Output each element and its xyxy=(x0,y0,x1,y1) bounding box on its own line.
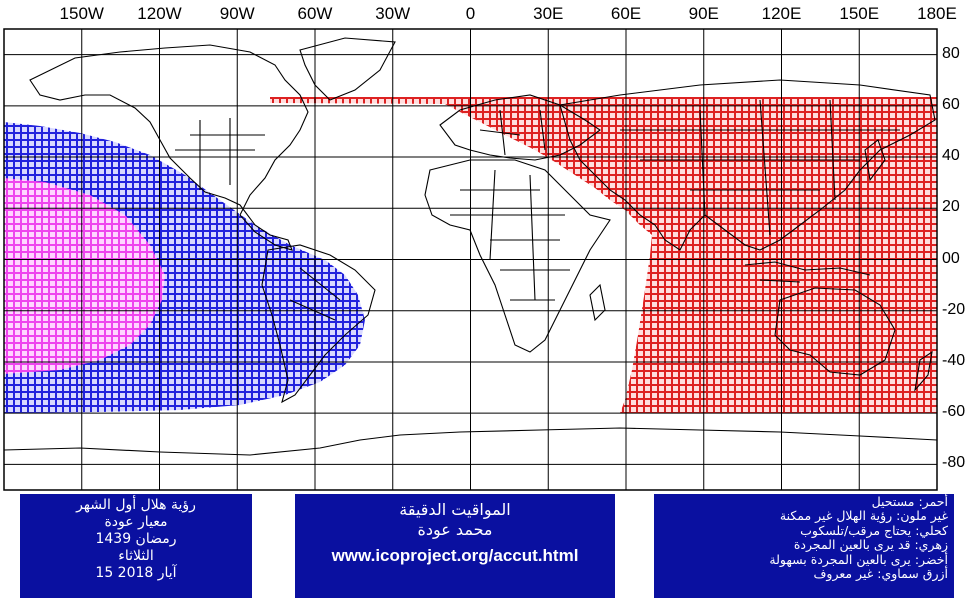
zone-red-impossible xyxy=(270,97,937,413)
latitude-label: -60 xyxy=(942,403,966,421)
info-box-title: رؤية هلال أول الشهر معيار عودة رمضان 143… xyxy=(20,494,252,598)
latitude-label: -20 xyxy=(942,300,966,318)
latitude-label: -40 xyxy=(942,351,966,369)
longitude-label: 180E xyxy=(917,4,957,23)
longitude-label: 120E xyxy=(761,4,802,23)
map-border xyxy=(3,28,938,491)
latitude-label: 00 xyxy=(942,249,960,267)
info-box-legend: أحمر: مستحيل غير ملون: رؤية الهلال غير م… xyxy=(654,494,954,598)
longitude-label: 120W xyxy=(137,4,182,23)
source-title: المواقيت الدقيقة xyxy=(399,500,511,519)
latitude-label: -80 xyxy=(942,454,966,472)
latitude-label: 40 xyxy=(942,147,960,165)
longitude-label: 150E xyxy=(839,4,880,23)
legend-cyan: أزرق سماوي: غير معروف xyxy=(813,566,948,582)
latitude-label: 60 xyxy=(942,95,960,113)
longitude-label: 90W xyxy=(219,4,255,23)
longitude-label: 0 xyxy=(465,4,476,23)
title-line: رؤية هلال أول الشهر xyxy=(76,497,196,513)
legend-red: أحمر: مستحيل xyxy=(871,494,948,509)
legend-uncolored: غير ملون: رؤية الهلال غير ممكنة xyxy=(779,508,948,524)
legend-green: أخضر: يرى بالعين المجردة بسهولة xyxy=(769,551,948,567)
zone-pink-naked-eye xyxy=(4,178,165,374)
legend-navy: كحلي: يحتاج مرقب/تلسكوب xyxy=(800,522,948,538)
lat-lon-grid xyxy=(4,29,937,490)
weekday-line: الثلاثاء xyxy=(118,548,154,564)
legend-pink: زهري: قد يرى بالعين المجردة xyxy=(793,537,948,553)
longitude-label: 30W xyxy=(375,4,411,23)
month-line: رمضان 1439 xyxy=(95,531,177,547)
longitude-label: 60E xyxy=(610,4,642,23)
criterion-line: معيار عودة xyxy=(104,514,168,530)
source-url: www.icoproject.org/accut.html xyxy=(331,546,579,565)
author-name: محمد عودة xyxy=(417,520,493,539)
coastlines xyxy=(3,37,938,456)
longitude-label: 150W xyxy=(59,4,104,23)
longitude-label: 30E xyxy=(533,4,564,23)
info-box-source: المواقيت الدقيقة محمد عودة www.icoprojec… xyxy=(295,494,615,598)
latitude-label: 80 xyxy=(942,44,960,62)
latitude-label: 20 xyxy=(942,198,960,216)
longitude-label: 60W xyxy=(297,4,333,23)
longitude-label: 90E xyxy=(688,4,719,23)
date-line: 15 آيار 2018 xyxy=(95,565,177,581)
